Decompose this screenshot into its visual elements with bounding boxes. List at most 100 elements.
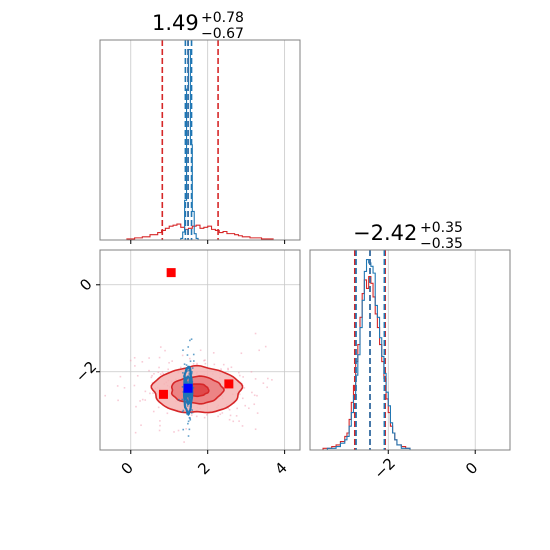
hist-red bbox=[119, 223, 285, 240]
blue-square-marker bbox=[183, 383, 193, 393]
scatter-point bbox=[241, 425, 244, 427]
scatter-point bbox=[248, 407, 250, 410]
scatter-point bbox=[227, 407, 229, 409]
blue-scatter-point bbox=[189, 408, 192, 410]
scatter-point bbox=[171, 360, 173, 362]
scatter-point bbox=[228, 408, 231, 411]
scatter-point bbox=[267, 377, 269, 380]
scatter-point bbox=[139, 400, 141, 402]
blue-scatter-point bbox=[187, 365, 189, 368]
scatter-point bbox=[151, 374, 153, 377]
blue-scatter-point bbox=[191, 396, 194, 398]
blue-scatter-point bbox=[185, 364, 188, 366]
scatter-point bbox=[232, 420, 235, 423]
red-square-marker bbox=[158, 389, 168, 399]
scatter-point bbox=[144, 390, 147, 393]
scatter-point bbox=[123, 387, 126, 389]
blue-scatter-point bbox=[184, 396, 187, 399]
scatter-point bbox=[254, 428, 257, 431]
blue-scatter-point bbox=[190, 338, 193, 340]
scatter-point bbox=[320, 389, 322, 391]
blue-scatter-point bbox=[189, 339, 191, 342]
scatter-point bbox=[140, 424, 142, 427]
blue-scatter-point bbox=[189, 418, 192, 421]
scatter-point bbox=[271, 379, 273, 381]
panel-param2-hist: −2 0 −2.42 +0.35 −0.35 bbox=[309, 220, 511, 483]
blue-scatter-point bbox=[192, 353, 195, 356]
blue-scatter-point bbox=[184, 376, 187, 379]
blue-scatter-point bbox=[191, 367, 194, 369]
x-tick-label: 0 bbox=[462, 459, 481, 478]
scatter-point bbox=[185, 427, 187, 430]
hist-blue bbox=[180, 48, 199, 240]
scatter-point bbox=[133, 356, 136, 359]
blue-scatter-point bbox=[182, 428, 185, 431]
scatter-point bbox=[242, 376, 244, 378]
blue-scatter-point bbox=[188, 402, 190, 405]
scatter-point bbox=[173, 431, 175, 433]
scatter-point bbox=[152, 392, 154, 394]
blue-scatter-point bbox=[182, 372, 184, 374]
blue-scatter-point bbox=[187, 422, 189, 425]
scatter-point bbox=[204, 362, 207, 365]
scatter-point bbox=[227, 367, 229, 370]
scatter-point bbox=[188, 357, 191, 360]
scatter-point bbox=[262, 382, 265, 384]
scatter-point bbox=[157, 371, 160, 374]
scatter-point bbox=[159, 346, 162, 348]
blue-scatter-point bbox=[191, 380, 194, 383]
blue-scatter-point bbox=[193, 360, 195, 362]
blue-scatter-point bbox=[188, 372, 191, 375]
scatter-point bbox=[241, 397, 244, 400]
scatter-point bbox=[221, 412, 224, 414]
red-square-marker bbox=[224, 379, 234, 389]
blue-scatter-point bbox=[187, 435, 190, 437]
scatter-point bbox=[148, 369, 150, 372]
scatter-point bbox=[203, 416, 206, 419]
scatter-point bbox=[254, 332, 257, 335]
scatter-point bbox=[162, 373, 165, 375]
scatter-point bbox=[238, 420, 240, 422]
blue-scatter-point bbox=[187, 369, 190, 372]
x-tick-label: 4 bbox=[271, 459, 290, 478]
blue-scatter-point bbox=[177, 398, 180, 401]
scatter-point bbox=[183, 441, 185, 443]
scatter-point bbox=[196, 362, 198, 365]
p2-marks bbox=[104, 268, 322, 477]
scatter-point bbox=[168, 361, 170, 364]
scatter-point bbox=[159, 373, 162, 375]
scatter-point bbox=[181, 354, 184, 357]
scatter-point bbox=[179, 366, 182, 369]
scatter-point bbox=[167, 368, 170, 371]
blue-scatter-point bbox=[192, 387, 195, 389]
scatter-point bbox=[141, 398, 144, 401]
scatter-point bbox=[152, 410, 155, 413]
scatter-point bbox=[161, 371, 164, 373]
scatter-point bbox=[253, 403, 256, 406]
scatter-point bbox=[238, 393, 241, 396]
blue-scatter-point bbox=[186, 413, 188, 415]
blue-scatter-point bbox=[186, 394, 189, 396]
scatter-point bbox=[235, 415, 238, 417]
scatter-point bbox=[164, 349, 166, 352]
blue-scatter-point bbox=[186, 405, 189, 407]
blue-scatter-point bbox=[186, 354, 189, 356]
blue-scatter-point bbox=[188, 416, 191, 419]
blue-scatter-point bbox=[187, 346, 190, 348]
scatter-point bbox=[206, 413, 208, 416]
scatter-point bbox=[158, 429, 161, 432]
scatter-point bbox=[243, 387, 246, 389]
scatter-point bbox=[158, 366, 160, 369]
scatter-point bbox=[116, 385, 119, 387]
blue-scatter-point bbox=[190, 373, 193, 376]
scatter-point bbox=[185, 475, 187, 477]
blue-scatter-point bbox=[183, 363, 186, 365]
scatter-point bbox=[238, 371, 240, 374]
x-tick-label: 0 bbox=[117, 459, 136, 478]
blue-scatter-point bbox=[187, 392, 190, 395]
scatter-point bbox=[153, 372, 155, 375]
scatter-point bbox=[192, 363, 195, 365]
y-tick-label: 0 bbox=[76, 275, 95, 294]
blue-scatter-point bbox=[182, 391, 185, 393]
